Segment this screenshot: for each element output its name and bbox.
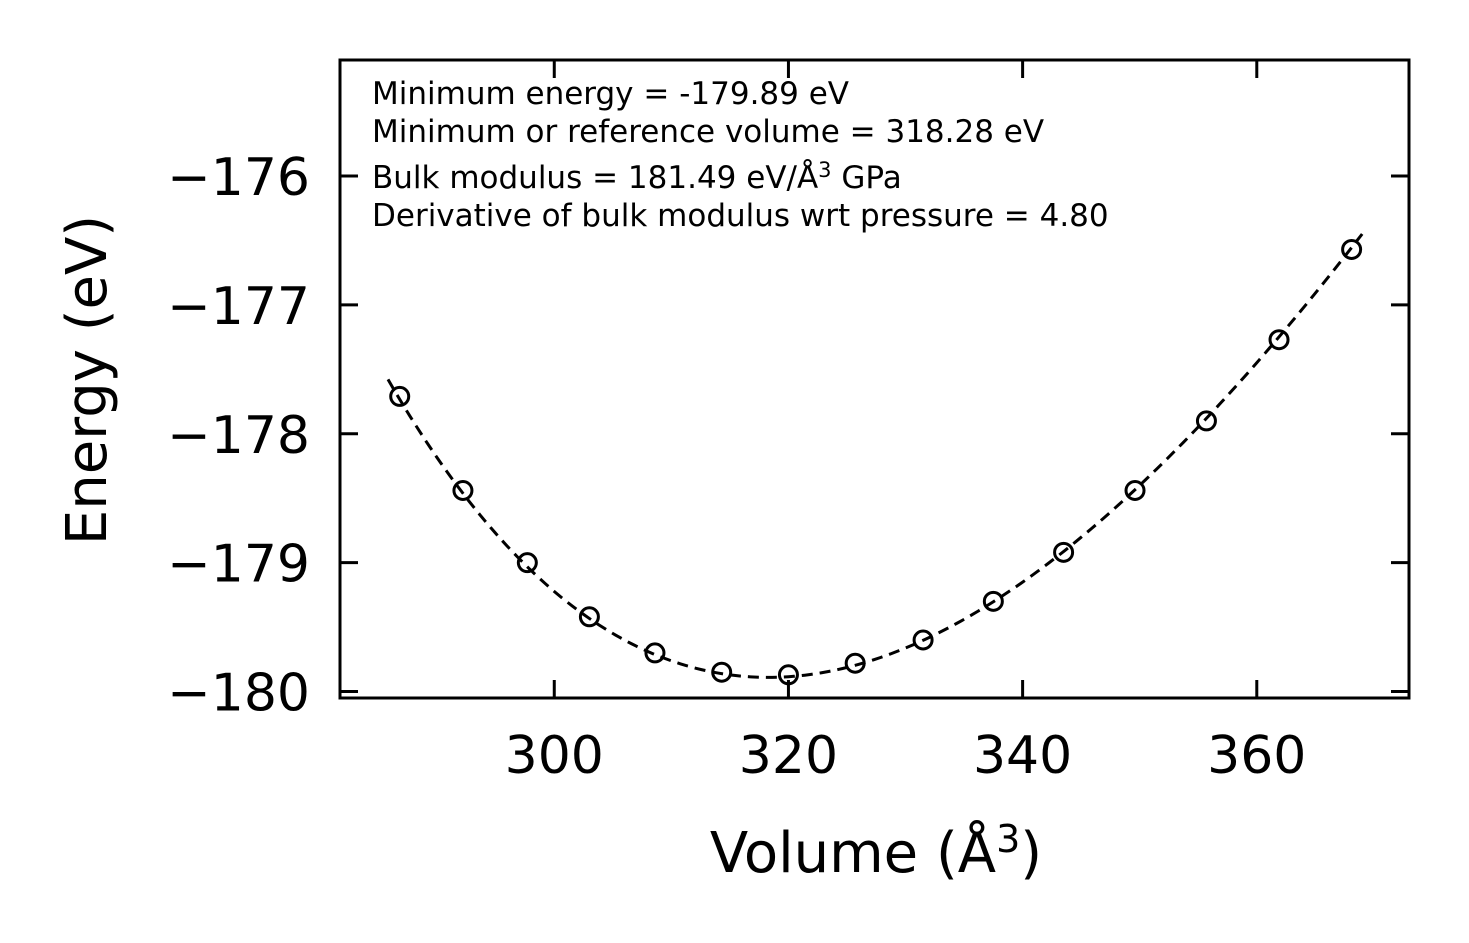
annotation-bulk-derivative: Derivative of bulk modulus wrt pressure … bbox=[372, 198, 1109, 234]
data-point bbox=[1053, 541, 1075, 563]
annotation-min-energy: Minimum energy = -179.89 eV bbox=[372, 76, 849, 112]
data-point bbox=[777, 664, 799, 686]
data-point bbox=[452, 479, 474, 501]
axis-ticks bbox=[340, 60, 1409, 698]
x-axis-label: Volume (Å3) bbox=[710, 817, 1042, 886]
tick-labels: 300 320 340 360 −176 −177 −178 −179 −180 bbox=[167, 148, 1306, 786]
data-point bbox=[1124, 479, 1146, 501]
y-tick-label: −176 bbox=[167, 148, 310, 208]
y-tick-label: −180 bbox=[167, 664, 310, 724]
fit-curve bbox=[386, 233, 1364, 679]
y-tick-label: −178 bbox=[167, 406, 310, 466]
data-point bbox=[389, 385, 411, 407]
data-point bbox=[711, 661, 733, 683]
data-point bbox=[516, 552, 538, 574]
data-point bbox=[644, 642, 666, 664]
data-point bbox=[1341, 238, 1363, 260]
annotation-ref-volume: Minimum or reference volume = 318.28 eV bbox=[372, 114, 1044, 150]
y-tick-label: −177 bbox=[167, 277, 310, 337]
annotation-bulk-modulus-sup: 3 bbox=[818, 158, 831, 182]
x-tick-label: 340 bbox=[973, 726, 1072, 786]
data-point bbox=[844, 652, 866, 674]
data-points bbox=[389, 238, 1363, 686]
data-point bbox=[1268, 329, 1290, 351]
data-point bbox=[912, 629, 934, 651]
x-tick-label: 300 bbox=[505, 726, 604, 786]
x-tick-label: 360 bbox=[1207, 726, 1306, 786]
y-tick-label: −179 bbox=[167, 535, 310, 595]
data-point bbox=[1195, 410, 1217, 432]
data-point bbox=[578, 606, 600, 628]
plot-frame bbox=[338, 58, 1411, 700]
y-axis-label: Energy (eV) bbox=[55, 215, 120, 545]
annotation-bulk-modulus-unit: GPa bbox=[832, 160, 902, 196]
annotation-bulk-modulus: Bulk modulus = 181.49 eV/Å3 GPa bbox=[372, 158, 902, 196]
x-axis-label-sup: 3 bbox=[996, 817, 1020, 861]
data-point bbox=[982, 590, 1004, 612]
x-axis-label-close: ) bbox=[1020, 821, 1042, 886]
x-axis-label-text: Volume (Å bbox=[710, 820, 996, 886]
x-tick-label: 320 bbox=[739, 726, 838, 786]
annotation-bulk-modulus-text: Bulk modulus = 181.49 eV/Å bbox=[372, 160, 818, 196]
